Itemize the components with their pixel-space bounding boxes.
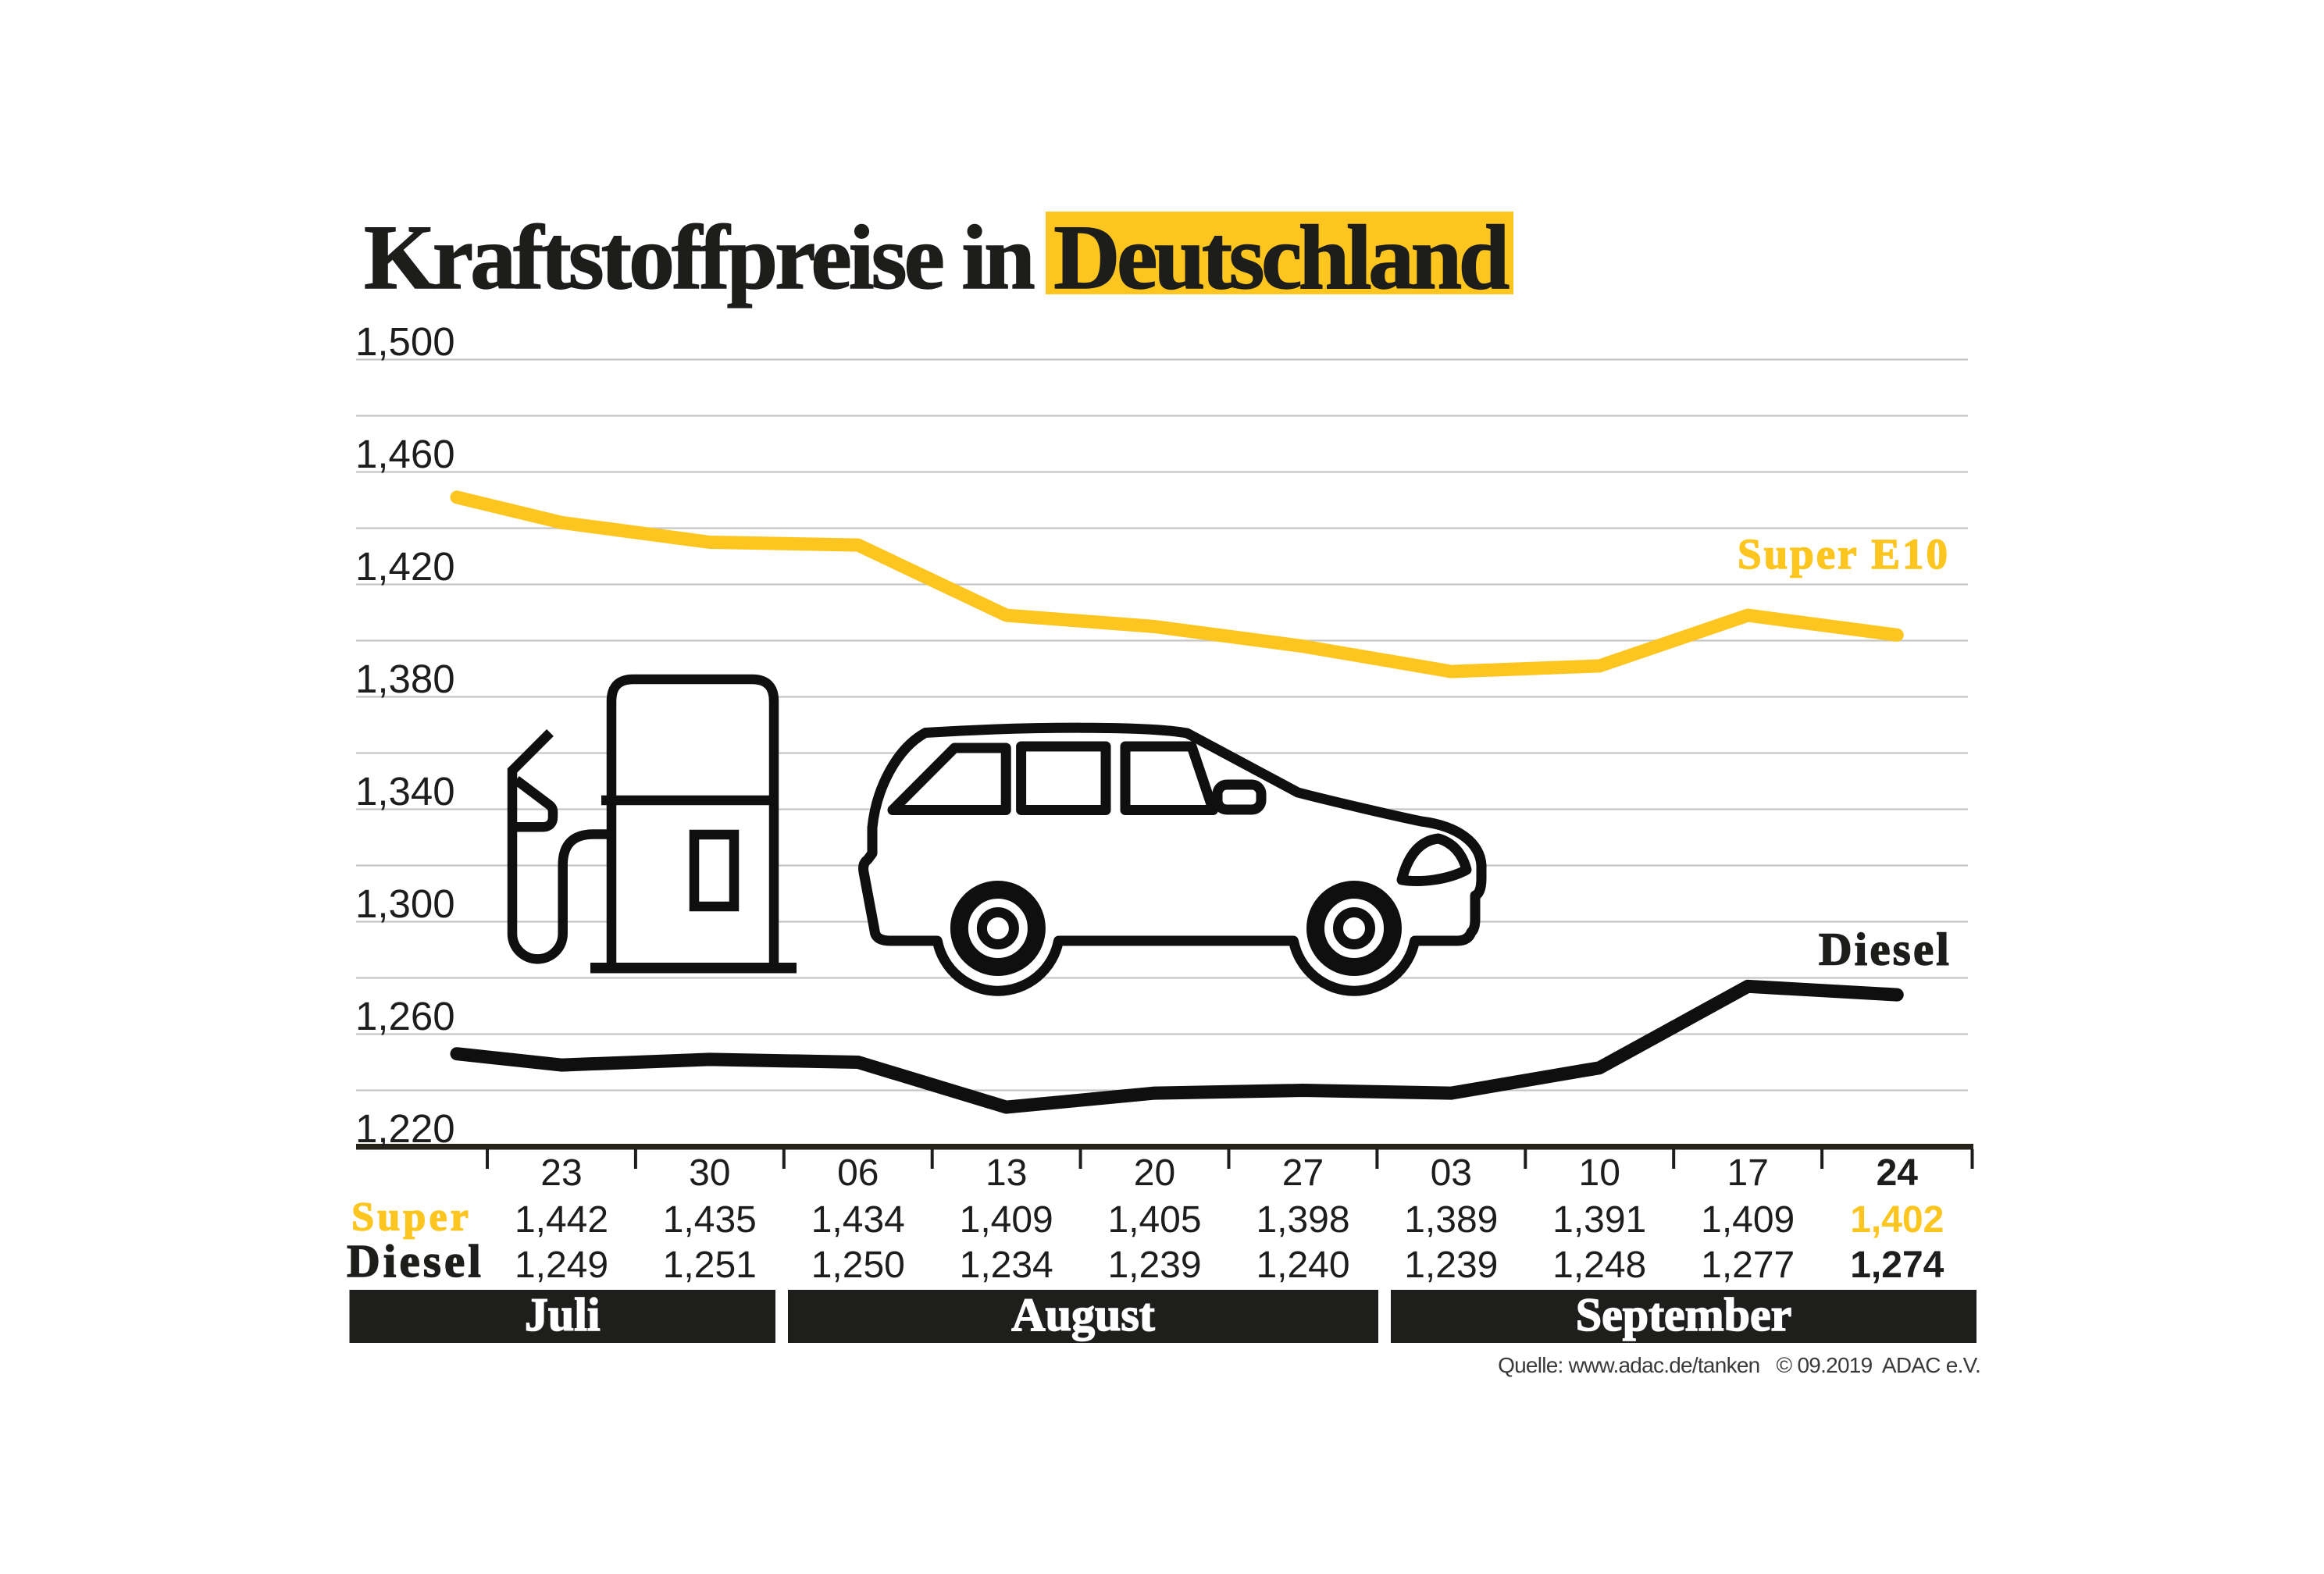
svg-text:Juli: Juli — [525, 1289, 601, 1341]
svg-text:06: 06 — [837, 1152, 879, 1194]
svg-text:1,260: 1,260 — [355, 994, 455, 1038]
svg-text:17: 17 — [1727, 1152, 1769, 1194]
svg-text:1,220: 1,220 — [355, 1106, 455, 1151]
svg-text:1,300: 1,300 — [355, 881, 455, 926]
svg-text:1,239: 1,239 — [1404, 1245, 1498, 1286]
svg-text:1,420: 1,420 — [355, 544, 455, 589]
svg-text:1,277: 1,277 — [1701, 1245, 1795, 1286]
svg-text:1,389: 1,389 — [1404, 1199, 1498, 1241]
svg-text:1,398: 1,398 — [1256, 1199, 1349, 1241]
svg-text:1,340: 1,340 — [355, 769, 455, 814]
svg-text:1,434: 1,434 — [811, 1199, 905, 1241]
svg-text:27: 27 — [1282, 1152, 1324, 1194]
svg-text:1,405: 1,405 — [1107, 1199, 1201, 1241]
svg-text:Diesel: Diesel — [347, 1235, 484, 1287]
svg-text:Super E10: Super E10 — [1738, 530, 1950, 578]
svg-text:23: 23 — [540, 1152, 582, 1194]
svg-text:1,240: 1,240 — [1256, 1245, 1349, 1286]
svg-text:1,239: 1,239 — [1107, 1245, 1201, 1286]
svg-text:Super: Super — [351, 1195, 472, 1239]
svg-text:30: 30 — [689, 1152, 730, 1194]
svg-text:August: August — [1011, 1289, 1154, 1341]
svg-text:1,409: 1,409 — [1701, 1199, 1795, 1241]
svg-text:1,274: 1,274 — [1850, 1245, 1944, 1286]
svg-text:13: 13 — [986, 1152, 1027, 1194]
svg-text:Quelle: www.adac.de/tanken ©: Quelle: www.adac.de/tanken © 09.2019 ADA… — [1498, 1353, 1980, 1377]
svg-text:03: 03 — [1431, 1152, 1472, 1194]
svg-text:1,234: 1,234 — [960, 1245, 1053, 1286]
svg-text:1,435: 1,435 — [663, 1199, 757, 1241]
svg-text:1,402: 1,402 — [1850, 1199, 1944, 1241]
svg-text:1,442: 1,442 — [515, 1199, 608, 1241]
svg-text:September: September — [1576, 1289, 1792, 1341]
svg-text:1,380: 1,380 — [355, 657, 455, 701]
svg-text:1,251: 1,251 — [663, 1245, 757, 1286]
svg-text:1,250: 1,250 — [811, 1245, 905, 1286]
svg-text:1,248: 1,248 — [1552, 1245, 1646, 1286]
svg-text:Diesel: Diesel — [1819, 924, 1952, 975]
svg-text:20: 20 — [1134, 1152, 1175, 1194]
svg-text:1,249: 1,249 — [515, 1245, 608, 1286]
svg-text:24: 24 — [1877, 1152, 1919, 1194]
svg-text:1,460: 1,460 — [355, 432, 455, 476]
svg-text:1,500: 1,500 — [355, 319, 455, 364]
svg-text:1,391: 1,391 — [1552, 1199, 1646, 1241]
svg-text:10: 10 — [1579, 1152, 1620, 1194]
svg-text:1,409: 1,409 — [960, 1199, 1053, 1241]
